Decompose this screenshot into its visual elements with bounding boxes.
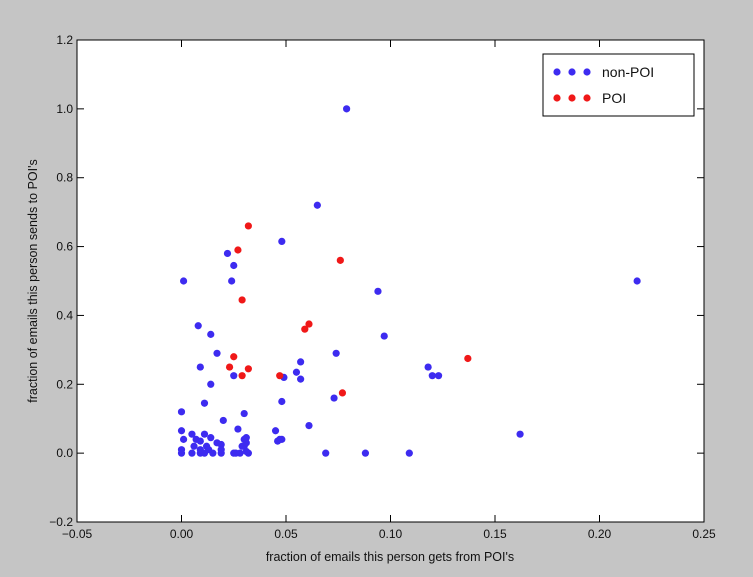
non-poi-point (205, 446, 213, 454)
non-poi-point (213, 349, 221, 357)
non-poi-point (217, 446, 225, 454)
non-poi-point (297, 358, 305, 366)
non-poi-point (230, 372, 238, 380)
non-poi-point (177, 408, 186, 416)
non-poi-point (242, 447, 250, 456)
x-tick-label: −0.05 (62, 527, 93, 541)
non-poi-point (196, 446, 204, 454)
non-poi-point (188, 430, 196, 438)
poi-point (230, 353, 238, 361)
poi-point (305, 320, 313, 328)
poi-point (276, 372, 284, 380)
non-poi-point (219, 416, 227, 425)
legend: non-POI POI (542, 53, 695, 117)
poi-point (225, 363, 234, 371)
non-poi-point (305, 422, 313, 430)
y-tick-label: 0.4 (56, 308, 73, 322)
poi-point (238, 296, 246, 304)
non-poi-point (292, 368, 301, 376)
non-poi-point (428, 372, 436, 380)
y-tick-label: 1.0 (56, 102, 73, 116)
poi-point (336, 256, 344, 264)
non-poi-point (177, 446, 186, 454)
y-tick-label: 0.6 (56, 240, 73, 254)
poi-point (464, 354, 472, 363)
legend-label-non-poi: non-POI (602, 64, 654, 80)
x-tick-label: 0.05 (274, 527, 298, 541)
x-tick-label: 0.20 (588, 527, 612, 541)
y-axis-label: fraction of emails this person sends to … (26, 159, 40, 402)
non-poi-point (232, 449, 240, 457)
x-tick-label: 0.00 (170, 527, 194, 541)
poi-point (238, 372, 246, 380)
non-poi-point (278, 237, 286, 246)
legend-marker-poi (583, 94, 591, 102)
non-poi-point (434, 372, 443, 380)
non-poi-point (313, 201, 321, 209)
non-poi-point (343, 105, 351, 113)
legend-items: non-POI POI (553, 64, 654, 106)
non-poi-point (278, 397, 286, 406)
non-poi-point (230, 261, 238, 270)
non-poi-point (633, 277, 641, 285)
poi-point (301, 325, 309, 333)
non-poi-point (179, 435, 188, 443)
non-poi-point (240, 409, 248, 418)
axis-ticks: −0.05 0.00 0.05 0.10 0.15 0.20 0.25 −0.2 0.0 0.2 0… (49, 33, 716, 541)
legend-marker-non-poi (583, 68, 591, 76)
x-tick-label: 0.15 (483, 527, 507, 541)
y-tick-label: 0.0 (56, 446, 73, 460)
non-poi-point (516, 430, 524, 438)
non-poi-point (271, 427, 280, 435)
y-tick-label: −0.2 (49, 515, 73, 529)
non-poi-point (179, 277, 188, 285)
legend-marker-poi (568, 94, 576, 102)
non-poi-point (242, 439, 250, 447)
non-poi-point (177, 427, 186, 435)
non-poi-point (242, 434, 250, 442)
non-poi-point (322, 449, 330, 457)
non-poi-point (207, 434, 215, 442)
non-poi-point (217, 440, 225, 449)
y-tick-label: 0.2 (56, 377, 73, 391)
non-poi-point (200, 399, 209, 407)
poi-point (244, 365, 252, 373)
data-points (177, 105, 641, 457)
non-poi-point (380, 332, 388, 340)
non-poi-point (190, 442, 198, 450)
non-poi-point (424, 363, 432, 371)
x-axis-label: fraction of emails this person gets from… (266, 550, 514, 564)
non-poi-point (207, 380, 215, 388)
legend-marker-non-poi (568, 68, 576, 76)
non-poi-point (332, 349, 340, 357)
non-poi-point (405, 449, 413, 457)
poi-point (234, 246, 242, 254)
non-poi-point (276, 435, 284, 443)
non-poi-point (188, 449, 196, 457)
non-poi-point (200, 430, 209, 438)
non-poi-point (207, 330, 215, 338)
non-poi-point (194, 322, 202, 330)
non-poi-point (361, 449, 370, 457)
y-tick-label: 1.2 (56, 33, 73, 47)
legend-box (542, 53, 695, 117)
y-tick-label: 0.8 (56, 171, 73, 185)
legend-marker-non-poi (553, 68, 561, 76)
non-poi-point (228, 277, 236, 285)
non-poi-point (374, 287, 382, 295)
legend-marker-poi (553, 94, 561, 102)
non-poi-point (196, 437, 204, 445)
x-tick-label: 0.25 (692, 527, 716, 541)
non-poi-point (196, 363, 204, 371)
non-poi-point (297, 375, 305, 383)
poi-point (244, 222, 252, 230)
non-poi-point (330, 394, 338, 402)
non-poi-point (234, 425, 242, 433)
legend-label-poi: POI (602, 90, 626, 106)
poi-point (338, 389, 347, 397)
non-poi-point (223, 249, 232, 258)
x-tick-label: 0.10 (379, 527, 403, 541)
